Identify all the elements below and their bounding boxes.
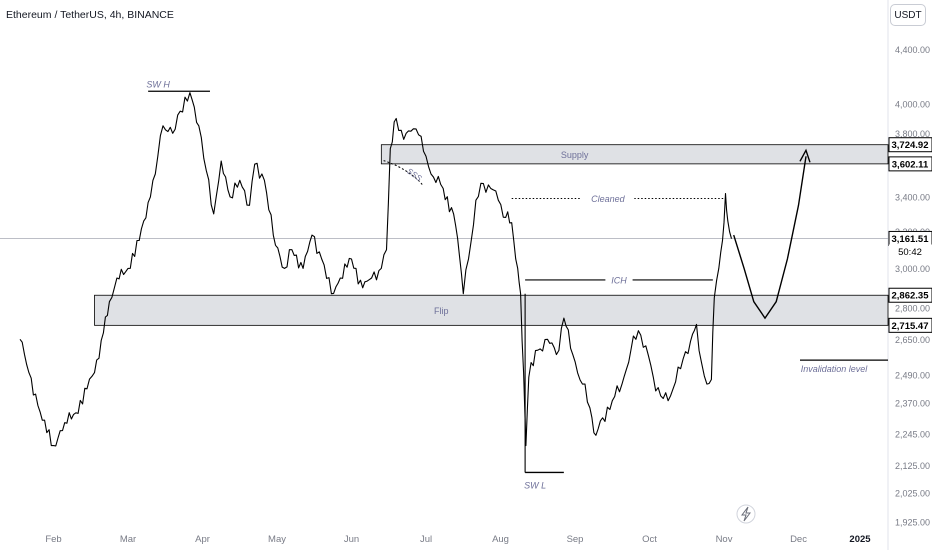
y-tick-label: 2,800.00 xyxy=(895,303,930,313)
x-tick-label: Apr xyxy=(195,534,210,545)
swing-low-label: SW L xyxy=(524,480,546,490)
current-price-label: 3,161.51 xyxy=(892,234,930,245)
y-tick-label: 2,490.00 xyxy=(895,370,930,380)
level-label-invalidation-level: Invalidation level xyxy=(801,364,869,374)
level-label-ich: ICH xyxy=(611,275,627,285)
y-tick-label: 3,400.00 xyxy=(895,192,930,202)
level-label-cleaned: Cleaned xyxy=(591,194,626,204)
zone-label-flip: Flip xyxy=(434,306,449,316)
x-tick-label: Jun xyxy=(344,534,359,545)
x-tick-label: Oct xyxy=(642,534,657,545)
lightning-icon-bolt xyxy=(741,506,751,522)
zone-price-label: 2,862.35 xyxy=(892,291,930,302)
y-tick-label: 1,925.00 xyxy=(895,517,930,527)
x-tick-label: Mar xyxy=(120,534,136,545)
lightning-icon-ring xyxy=(736,504,756,524)
swing-high-label: SW H xyxy=(146,79,170,89)
x-tick-label: Nov xyxy=(716,534,733,545)
symbol-title: Ethereum / TetherUS, 4h, BINANCE xyxy=(6,9,174,21)
price-label-box xyxy=(888,317,932,333)
y-tick-label: 2,025.00 xyxy=(895,489,930,499)
y-tick-label: 3,000.00 xyxy=(895,264,930,274)
level-label-bg xyxy=(605,273,633,286)
x-tick-label: Aug xyxy=(492,534,509,545)
y-tick-label: 2,125.00 xyxy=(895,461,930,471)
currency-button[interactable]: USDT xyxy=(890,4,926,26)
y-tick-label: 2,650.00 xyxy=(895,335,930,345)
level-label-bg xyxy=(581,192,635,205)
y-tick-label: 4,000.00 xyxy=(895,100,930,110)
y-tick-label: 2,245.00 xyxy=(895,430,930,440)
y-tick-label: 3,800.00 xyxy=(895,129,930,139)
zone-price-label: 2,715.47 xyxy=(892,321,929,332)
countdown-label: 50:42 xyxy=(898,247,922,258)
x-tick-label: May xyxy=(268,534,286,545)
sss-label: SSS xyxy=(405,166,424,183)
x-tick-label: Feb xyxy=(45,534,61,545)
zone-supply xyxy=(380,144,889,165)
price-label-box xyxy=(888,287,932,303)
x-tick-label: Sep xyxy=(567,534,584,545)
x-tick-label: 2025 xyxy=(849,534,871,545)
projection-arrowhead xyxy=(799,148,811,163)
zone-label-supply: Supply xyxy=(561,150,589,160)
price-line xyxy=(19,92,733,447)
y-tick-label: 4,400.00 xyxy=(895,45,930,55)
zone-price-label: 3,724.92 xyxy=(892,140,929,151)
price-label-box xyxy=(888,137,932,153)
zone-flip xyxy=(94,294,889,326)
y-tick-label: 2,370.00 xyxy=(895,399,930,409)
projection-path xyxy=(733,156,807,320)
lightning-icon[interactable] xyxy=(736,504,756,524)
x-tick-label: Dec xyxy=(790,534,807,545)
price-label-box xyxy=(888,156,932,172)
zone-price-label: 3,602.11 xyxy=(892,159,929,170)
x-tick-label: Jul xyxy=(420,534,432,545)
sss-curve xyxy=(383,160,423,185)
price-label-box xyxy=(889,244,932,259)
